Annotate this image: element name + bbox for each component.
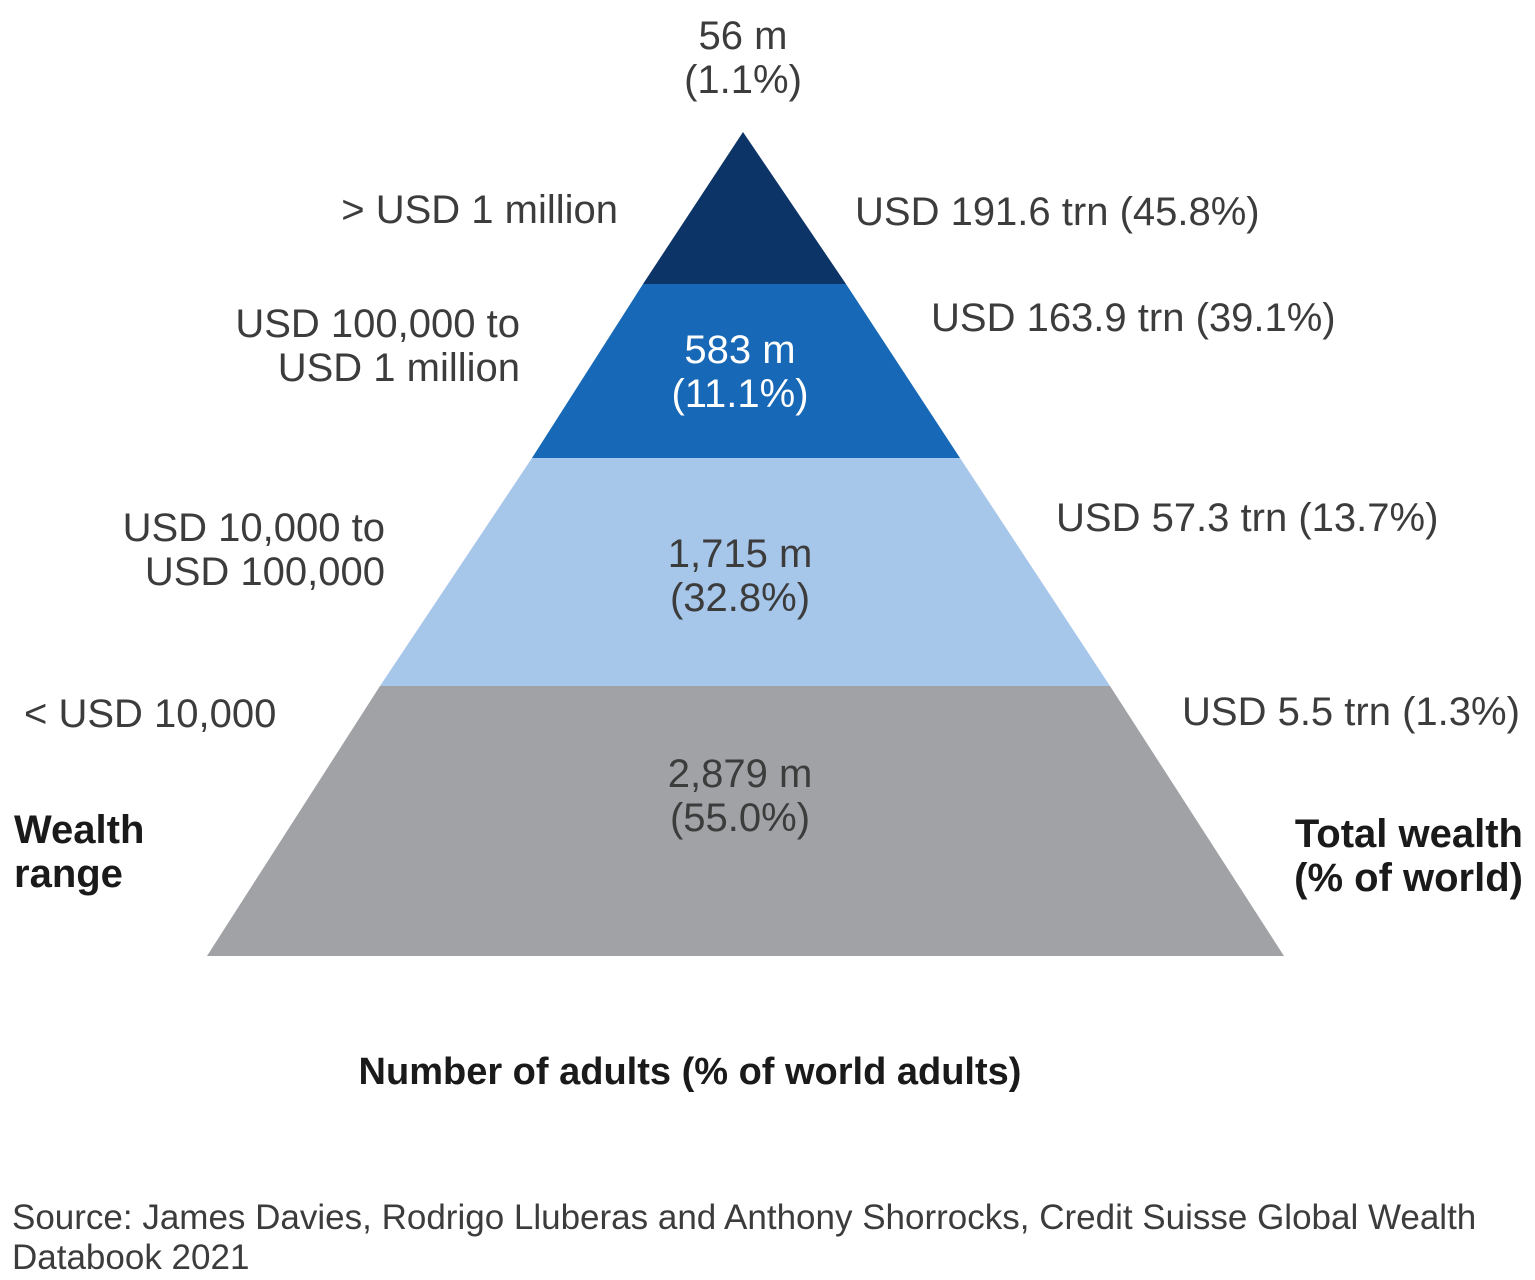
tier-upper-middle-adults-pct: (11.1%) [671, 372, 809, 416]
tier-upper-middle-wealth-label: USD 163.9 trn (39.1%) [931, 296, 1336, 340]
tier-upper-middle-range-line-2: USD 1 million [277, 346, 520, 390]
total-wealth-header: Total wealth (% of world) [1200, 812, 1523, 900]
source-line-2: Databook 2021 [12, 1238, 250, 1277]
tier-base-wealth-value: USD 5.5 trn (1.3%) [1182, 690, 1520, 734]
pyramid-tier-upper-middle [532, 284, 960, 458]
tier-lower-middle-adults-label: 1,715 m (32.8%) [620, 532, 860, 620]
tier-top-range-line: > USD 1 million [341, 188, 618, 232]
tier-base-range-label: < USD 10,000 [24, 692, 276, 736]
tier-lower-middle-wealth-value: USD 57.3 trn (13.7%) [1056, 496, 1439, 540]
wealth-range-header: Wealth range [14, 808, 144, 896]
tier-top-adults-pct: (1.1%) [684, 58, 802, 102]
tier-base-adults-pct: (55.0%) [669, 796, 811, 840]
tier-top-adults-label: 56 m (1.1%) [643, 14, 843, 102]
tier-lower-middle-range-line-1: USD 10,000 to [122, 506, 385, 550]
total-wealth-header-line-1: Total wealth [1294, 812, 1523, 856]
tier-upper-middle-range-line-1: USD 100,000 to [235, 302, 520, 346]
pyramid-tier-top [643, 132, 846, 284]
tier-base-adults-label: 2,879 m (55.0%) [620, 752, 860, 840]
tier-lower-middle-adults-count: 1,715 m [667, 532, 813, 576]
pyramid-tier-lower-middle [380, 458, 1110, 686]
source-line-1: Source: James Davies, Rodrigo Lluberas a… [12, 1198, 1477, 1237]
tier-top-range-label: > USD 1 million [300, 188, 618, 232]
tier-top-wealth-value: USD 191.6 trn (45.8%) [855, 190, 1260, 234]
axis-label-text: Number of adults (% of world adults) [358, 1051, 1022, 1093]
tier-upper-middle-adults-count: 583 m [684, 328, 796, 372]
axis-label: Number of adults (% of world adults) [290, 1050, 1090, 1094]
tier-upper-middle-wealth-value: USD 163.9 trn (39.1%) [931, 296, 1336, 340]
wealth-range-header-line-1: Wealth [14, 808, 145, 852]
tier-base-wealth-label: USD 5.5 trn (1.3%) [1182, 690, 1520, 734]
tier-lower-middle-range-line-2: USD 100,000 [144, 550, 385, 594]
pyramid-tier-base [207, 686, 1284, 956]
tier-top-adults-count: 56 m [698, 14, 788, 58]
total-wealth-header-line-2: (% of world) [1294, 856, 1523, 900]
source-note: Source: James Davies, Rodrigo Lluberas a… [12, 1198, 1476, 1278]
tier-top-wealth-label: USD 191.6 trn (45.8%) [855, 190, 1260, 234]
tier-lower-middle-wealth-label: USD 57.3 trn (13.7%) [1056, 496, 1438, 540]
tier-lower-middle-adults-pct: (32.8%) [669, 576, 811, 620]
tier-base-adults-count: 2,879 m [667, 752, 813, 796]
tier-upper-middle-range-label: USD 100,000 to USD 1 million [170, 302, 520, 390]
tier-lower-middle-range-label: USD 10,000 to USD 100,000 [60, 506, 385, 594]
wealth-range-header-line-2: range [14, 852, 123, 896]
tier-base-range-line: < USD 10,000 [24, 692, 277, 736]
tier-upper-middle-adults-label: 583 m (11.1%) [640, 328, 840, 416]
